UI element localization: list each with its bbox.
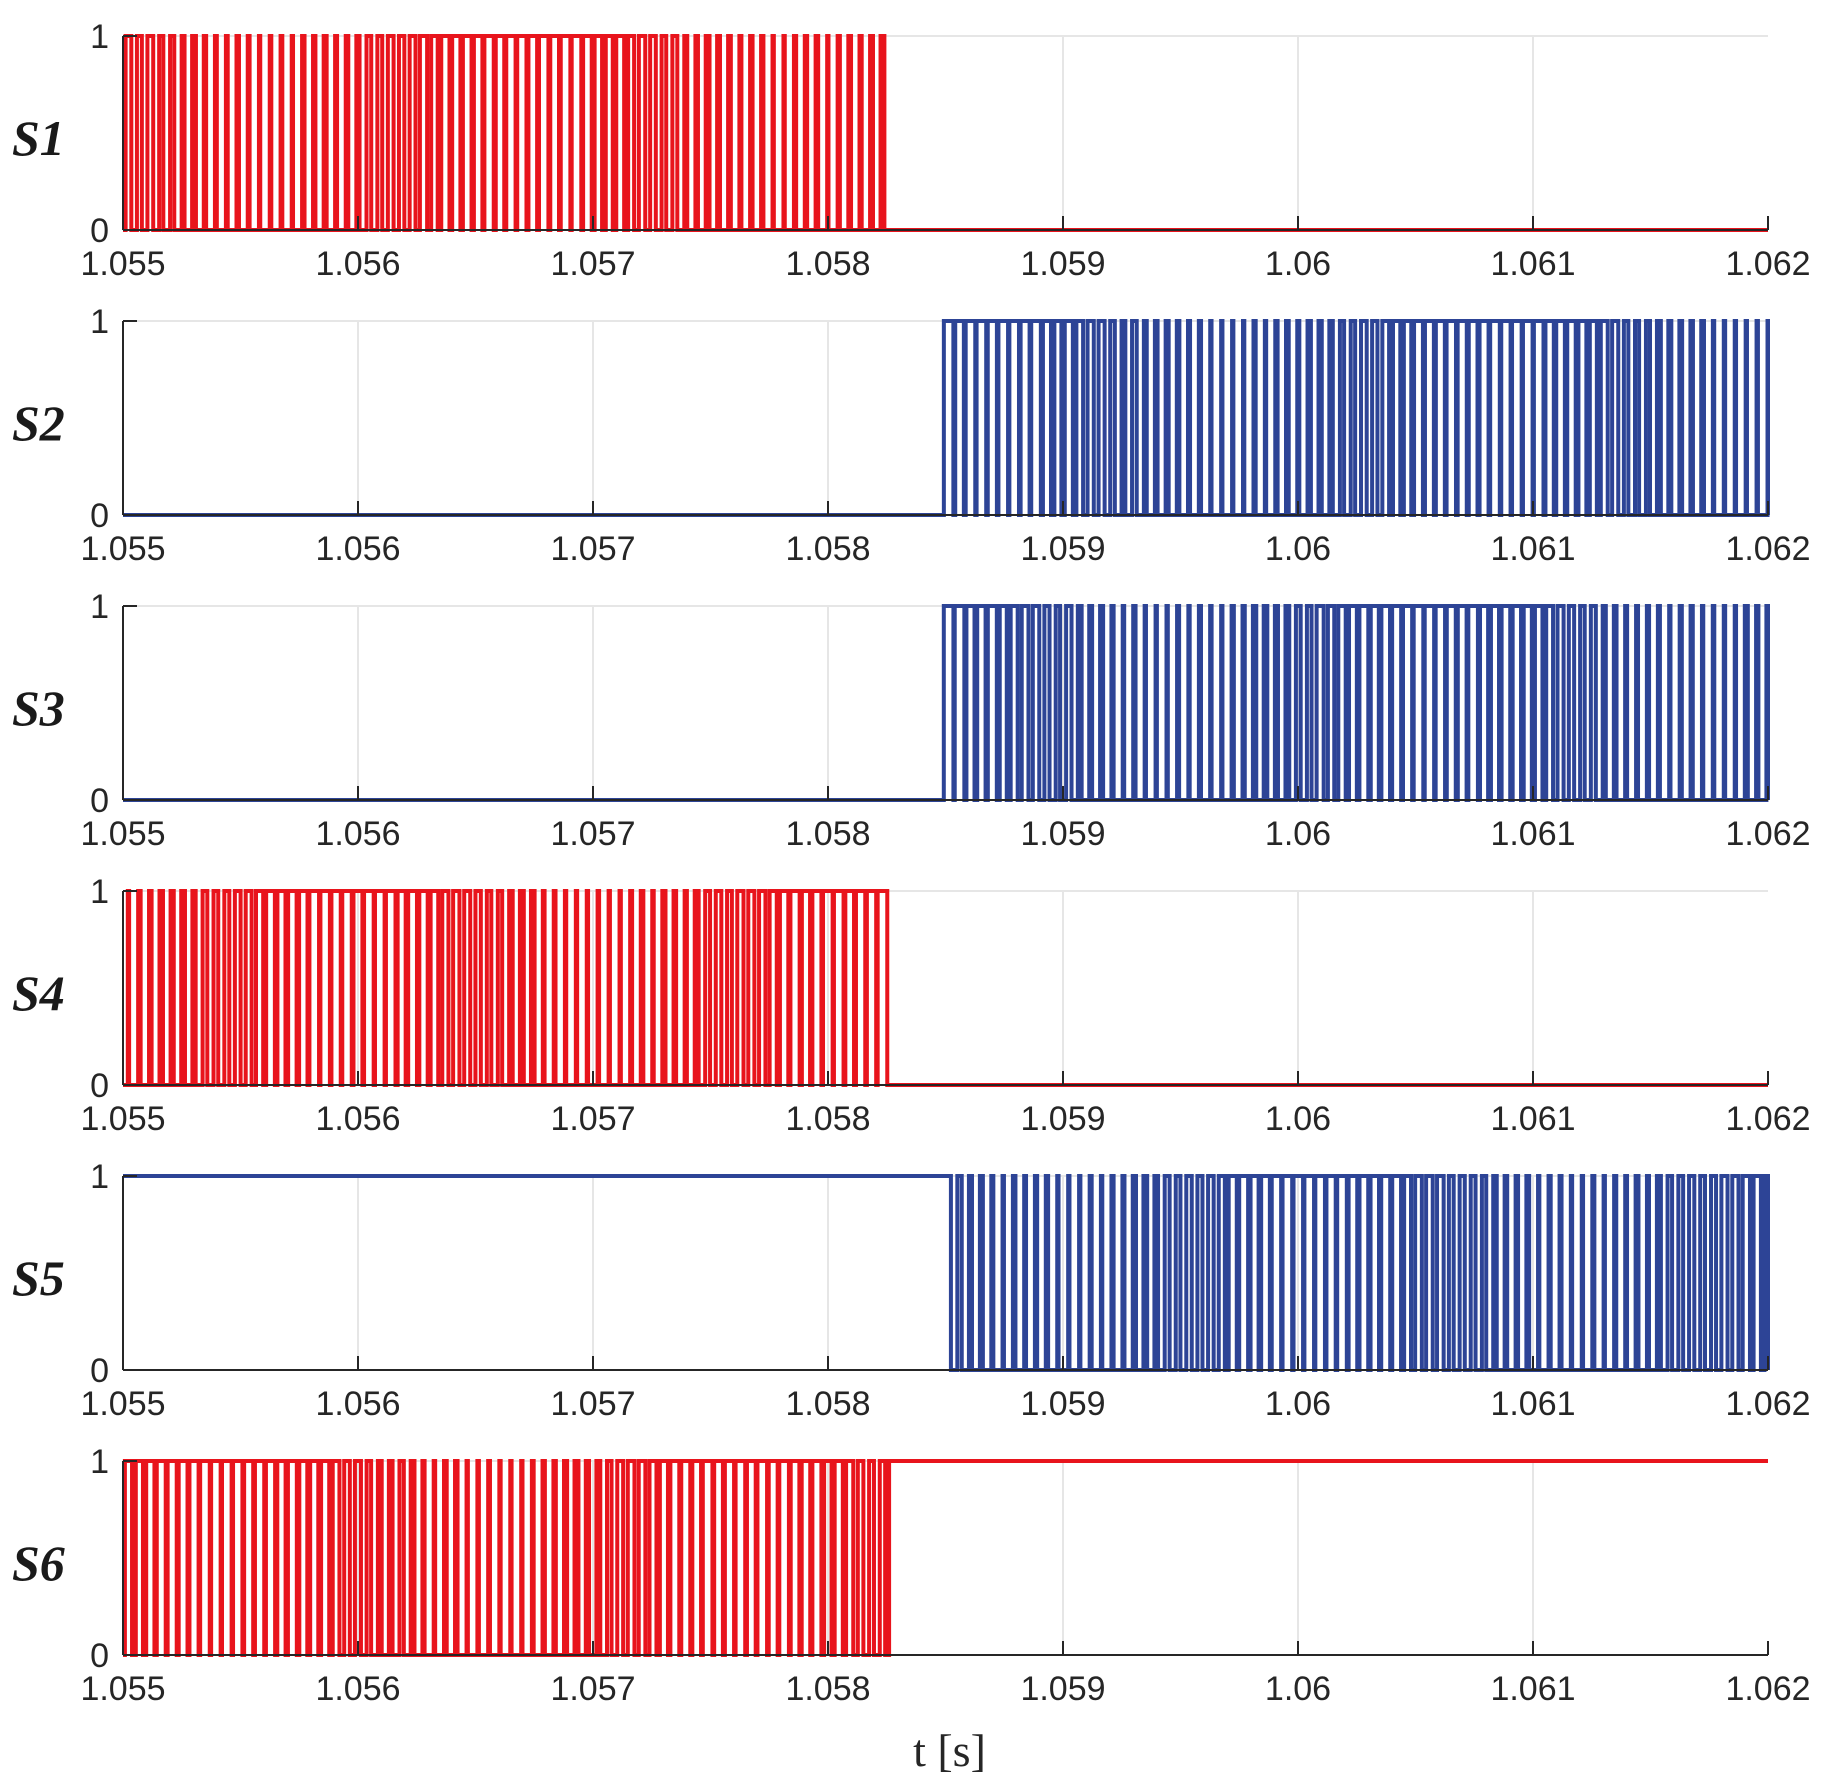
x-tick-label: 1.06 [1265,815,1331,853]
x-tick-label: 1.061 [1490,1385,1575,1423]
panel-label-s5: S5 [12,1250,65,1306]
y-tick-label: 0 [90,497,109,535]
x-tick-label: 1.057 [550,815,635,853]
x-tick-label: 1.06 [1265,1100,1331,1138]
x-tick-label: 1.062 [1725,1670,1810,1708]
x-tick-label: 1.057 [550,1670,635,1708]
x-tick-label: 1.062 [1725,245,1810,283]
x-tick-label: 1.058 [785,1100,870,1138]
x-tick-label: 1.058 [785,245,870,283]
y-tick-label: 0 [90,1067,109,1105]
subplot-s2: 1.055 1.056 1.057 1.058 1.059 1.06 1.061 1.062 0… [12,303,1811,568]
x-tick-label: 1.056 [315,1670,400,1708]
x-tick-label: 1.055 [80,1670,165,1708]
y-tick-label: 1 [90,303,109,341]
x-tick-label: 1.058 [785,1385,870,1423]
panel-label-s4: S4 [12,965,65,1021]
subplot-s1: 1.055 1.056 1.057 1.058 1.059 1.06 1.061 1.062 0… [12,18,1811,283]
y-tick-label: 1 [90,873,109,911]
subplot-s4: 1.055 1.056 1.057 1.058 1.059 1.06 1.061 1.062 0… [12,873,1811,1138]
x-tick-label: 1.056 [315,815,400,853]
y-tick-label: 1 [90,588,109,626]
y-tick-label: 1 [90,1158,109,1196]
x-tick-label: 1.058 [785,1670,870,1708]
x-tick-label: 1.062 [1725,815,1810,853]
x-tick-label: 1.056 [315,245,400,283]
x-tick-label: 1.062 [1725,1385,1810,1423]
x-tick-label: 1.062 [1725,530,1810,568]
y-tick-label: 0 [90,1637,109,1675]
x-tick-label: 1.061 [1490,245,1575,283]
panel-label-s1: S1 [12,110,65,166]
x-tick-label: 1.059 [1020,245,1105,283]
panel-label-s6: S6 [12,1535,65,1591]
x-tick-label: 1.059 [1020,1385,1105,1423]
x-tick-label: 1.06 [1265,245,1331,283]
x-axis-label: t [s] [913,1725,986,1776]
x-tick-label: 1.058 [785,815,870,853]
x-tick-label: 1.059 [1020,1100,1105,1138]
x-tick-label: 1.061 [1490,1670,1575,1708]
signal-trace-s4 [123,889,1768,1087]
x-tick-label: 1.057 [550,1385,635,1423]
subplot-s6: 1.055 1.056 1.057 1.058 1.059 1.06 1.061 1.062 0… [12,1443,1811,1708]
x-tick-label: 1.062 [1725,1100,1810,1138]
y-tick-label: 1 [90,1443,109,1481]
panel-label-s2: S2 [12,395,65,451]
x-tick-label: 1.059 [1020,530,1105,568]
y-tick-label: 0 [90,212,109,250]
x-tick-label: 1.057 [550,530,635,568]
y-tick-label: 0 [90,782,109,820]
y-tick-label: 1 [90,18,109,56]
x-tick-label: 1.055 [80,1385,165,1423]
subplot-s3: 1.055 1.056 1.057 1.058 1.059 1.06 1.061 1.062 0… [12,588,1811,853]
signal-trace-s3 [123,604,1770,802]
x-tick-label: 1.057 [550,1100,635,1138]
x-tick-label: 1.056 [315,1100,400,1138]
x-tick-label: 1.057 [550,245,635,283]
x-tick-label: 1.056 [315,1385,400,1423]
y-tick-label: 0 [90,1352,109,1390]
signal-trace-s6 [122,1459,1768,1657]
x-tick-label: 1.055 [80,1100,165,1138]
x-tick-label: 1.061 [1490,815,1575,853]
x-tick-label: 1.059 [1020,815,1105,853]
signal-trace-s5 [123,1174,1770,1372]
x-tick-label: 1.061 [1490,1100,1575,1138]
x-tick-label: 1.06 [1265,1670,1331,1708]
x-tick-label: 1.058 [785,530,870,568]
panel-label-s3: S3 [12,680,65,736]
x-tick-label: 1.056 [315,530,400,568]
x-tick-label: 1.055 [80,530,165,568]
x-tick-label: 1.061 [1490,530,1575,568]
signal-trace-s1 [123,34,1768,232]
subplot-s5: 1.055 1.056 1.057 1.058 1.059 1.06 1.061 1.062 0… [12,1158,1811,1423]
x-tick-label: 1.055 [80,815,165,853]
x-tick-label: 1.055 [80,245,165,283]
x-tick-label: 1.059 [1020,1670,1105,1708]
x-tick-label: 1.06 [1265,1385,1331,1423]
signal-trace-s2 [123,319,1770,517]
x-tick-label: 1.06 [1265,530,1331,568]
